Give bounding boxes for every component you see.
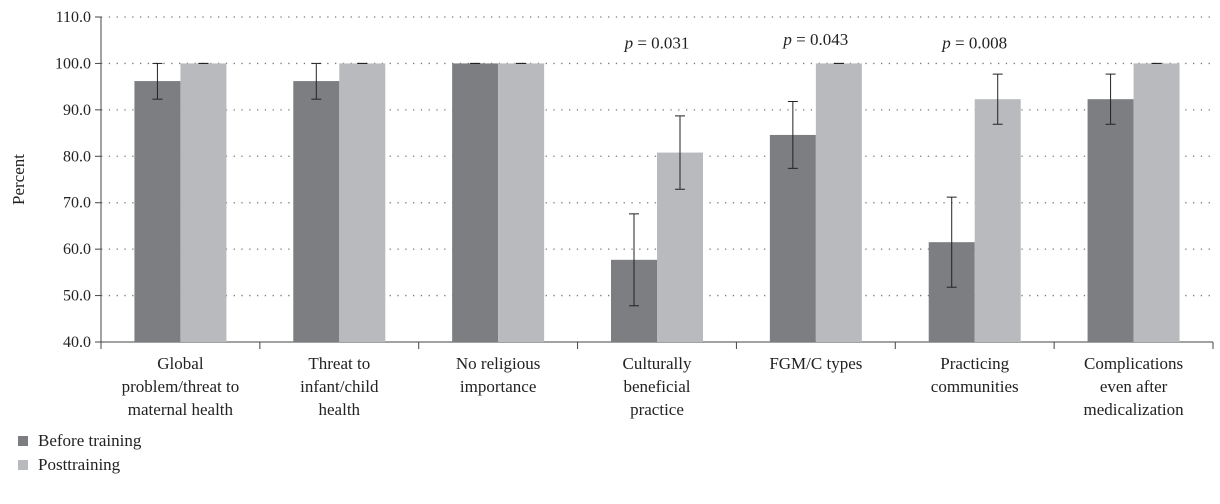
y-tick-label: 70.0 (63, 195, 91, 212)
legend-label-before: Before training (38, 431, 142, 450)
category-label: Culturally (623, 354, 692, 373)
bar-posttraining (498, 63, 545, 343)
chart-legend: Before training Posttraining (18, 429, 141, 477)
bar-posttraining (339, 63, 386, 343)
category-label: No religious (456, 354, 541, 373)
category-label: beneficial (623, 377, 690, 396)
y-tick-label: 40.0 (63, 334, 91, 351)
category-label: importance (460, 377, 536, 396)
category-label: infant/child (300, 377, 379, 396)
y-tick-label: 100.0 (55, 55, 91, 72)
y-tick-label: 50.0 (63, 288, 91, 305)
category-label: practice (630, 400, 684, 419)
legend-swatch-post (18, 460, 28, 470)
p-value-annotation: p = 0.043 (782, 30, 848, 49)
bar-posttraining (180, 63, 227, 343)
category-label: FGM/C types (769, 354, 862, 373)
category-label: Global (157, 354, 204, 373)
p-value-annotation: p = 0.031 (624, 34, 690, 53)
bar-posttraining (815, 63, 862, 343)
bar-before-training (769, 134, 816, 342)
bar-before-training (452, 63, 499, 343)
y-tick-label: 90.0 (63, 102, 91, 119)
y-tick-label: 60.0 (63, 241, 91, 258)
legend-swatch-before (18, 436, 28, 446)
bar-chart: 40.0 50.0 60.0 70.0 80.0 90.0 100.0 110.0 Percen… (9, 9, 1214, 419)
bar-before-training (1087, 99, 1134, 342)
category-label: problem/threat to (122, 377, 240, 396)
legend-label-post: Posttraining (38, 455, 121, 474)
category-label: health (319, 400, 361, 419)
category-label: Practicing (940, 354, 1009, 373)
legend-item-post: Posttraining (18, 453, 141, 477)
category-label: Threat to (308, 354, 370, 373)
bar-posttraining (1133, 63, 1180, 343)
bar-before-training (134, 81, 181, 343)
y-tick-label: 80.0 (63, 148, 91, 165)
legend-item-before: Before training (18, 429, 141, 453)
bar-before-training (293, 81, 340, 343)
category-label: medicalization (1084, 400, 1185, 419)
category-label: even after (1100, 377, 1168, 396)
category-label: maternal health (128, 400, 234, 419)
y-axis-label: Percent (9, 154, 28, 205)
category-label: Complications (1084, 354, 1183, 373)
category-label: communities (931, 377, 1019, 396)
p-value-annotation: p = 0.008 (941, 34, 1007, 53)
bar-posttraining (974, 99, 1021, 342)
y-tick-label: 110.0 (56, 9, 91, 26)
